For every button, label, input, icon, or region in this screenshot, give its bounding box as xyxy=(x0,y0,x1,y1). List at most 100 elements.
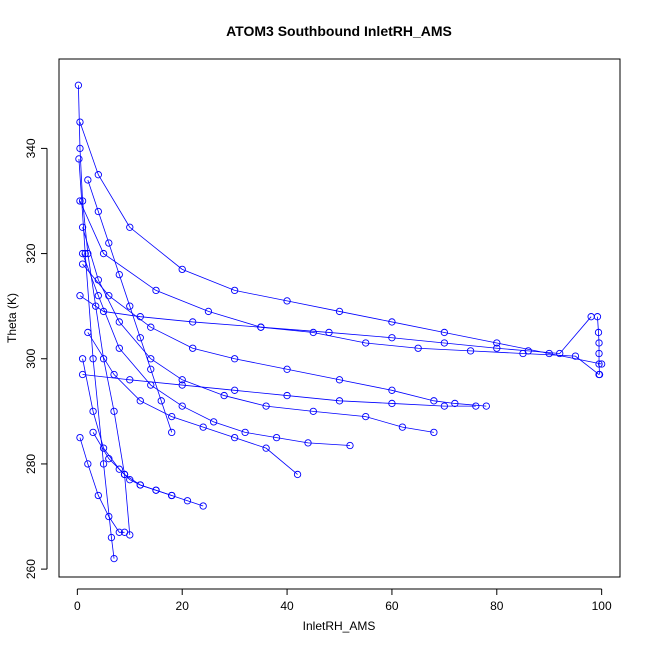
series-line xyxy=(82,253,351,446)
data-point xyxy=(309,407,317,415)
data-point xyxy=(152,286,160,295)
data-point xyxy=(147,365,155,373)
data-point xyxy=(346,441,354,450)
data-point xyxy=(283,365,291,373)
x-tick-label: 20 xyxy=(176,599,190,613)
data-point xyxy=(178,265,186,274)
data-point xyxy=(220,391,228,400)
data-point xyxy=(78,249,87,258)
data-point xyxy=(309,328,317,337)
series-3 xyxy=(76,118,606,368)
data-point xyxy=(571,352,580,360)
series-9 xyxy=(78,355,176,500)
x-tick-label: 0 xyxy=(74,599,81,613)
data-point xyxy=(84,176,92,184)
series-14 xyxy=(78,370,480,410)
data-point xyxy=(440,328,449,337)
data-point xyxy=(189,318,197,326)
data-point xyxy=(76,118,84,126)
y-tick-label: 340 xyxy=(24,138,38,158)
data-point xyxy=(84,460,92,468)
data-point xyxy=(115,528,123,536)
data-point xyxy=(388,318,396,326)
data-point xyxy=(81,249,89,258)
data-point xyxy=(595,339,603,347)
data-point xyxy=(126,223,134,231)
data-point xyxy=(440,402,449,410)
data-point xyxy=(595,370,604,379)
series-line xyxy=(87,179,173,433)
y-tick-label: 300 xyxy=(24,348,38,368)
data-point xyxy=(168,412,176,421)
y-tick-label: 320 xyxy=(24,243,38,263)
data-point xyxy=(74,81,83,89)
data-point xyxy=(76,144,84,153)
data-point xyxy=(595,360,603,368)
data-point xyxy=(147,323,155,331)
data-point xyxy=(388,399,396,408)
x-tick-label: 100 xyxy=(592,599,612,613)
data-point xyxy=(168,428,176,437)
data-point xyxy=(178,376,186,384)
data-point xyxy=(107,533,116,542)
series-line xyxy=(79,295,592,354)
data-point xyxy=(524,347,532,355)
data-point xyxy=(78,370,87,379)
data-point xyxy=(115,465,123,473)
data-point xyxy=(587,313,595,321)
chart-title: ATOM3 Southbound InletRH_AMS xyxy=(226,23,452,39)
data-point xyxy=(78,197,87,205)
data-series-layer xyxy=(74,81,606,563)
data-point xyxy=(262,444,270,452)
data-point xyxy=(78,260,87,268)
data-point xyxy=(99,249,108,258)
y-axis: 260 280 300 320 340 xyxy=(24,138,48,579)
data-point xyxy=(136,481,144,489)
data-point xyxy=(76,291,84,300)
data-point xyxy=(283,297,291,305)
series-line xyxy=(82,227,434,433)
data-point xyxy=(595,349,603,358)
data-point xyxy=(466,347,475,355)
data-point xyxy=(94,491,102,500)
data-point xyxy=(304,439,312,447)
x-axis: 0 20 40 60 80 100 xyxy=(74,588,612,613)
data-point xyxy=(283,391,291,400)
data-point xyxy=(335,307,344,316)
data-point xyxy=(120,528,129,536)
data-point xyxy=(115,318,123,326)
data-point xyxy=(398,423,407,431)
series-line xyxy=(597,316,600,375)
series-5 xyxy=(593,313,604,379)
data-point xyxy=(230,386,239,394)
y-axis-label: Theta (K) xyxy=(5,293,19,343)
data-point xyxy=(99,444,108,452)
data-point xyxy=(262,402,270,410)
data-point xyxy=(178,381,186,389)
data-point xyxy=(598,360,606,368)
data-point xyxy=(388,386,396,394)
data-point xyxy=(94,276,102,284)
data-point xyxy=(482,402,490,410)
data-point xyxy=(126,302,134,310)
data-point xyxy=(210,418,218,426)
data-point xyxy=(89,407,97,415)
data-point xyxy=(204,307,213,316)
data-point xyxy=(110,554,118,563)
series-12 xyxy=(84,176,176,437)
series-15 xyxy=(76,433,129,536)
data-point xyxy=(136,313,144,321)
data-point xyxy=(84,328,92,337)
y-tick-label: 280 xyxy=(24,454,38,474)
data-point xyxy=(362,339,370,347)
data-point xyxy=(230,286,239,295)
data-point xyxy=(110,407,118,415)
data-point xyxy=(230,355,239,363)
data-point xyxy=(157,397,165,405)
data-point xyxy=(126,376,134,384)
series-line xyxy=(82,263,487,407)
data-point xyxy=(178,402,186,410)
series-2 xyxy=(75,155,118,563)
series-10 xyxy=(78,223,438,437)
